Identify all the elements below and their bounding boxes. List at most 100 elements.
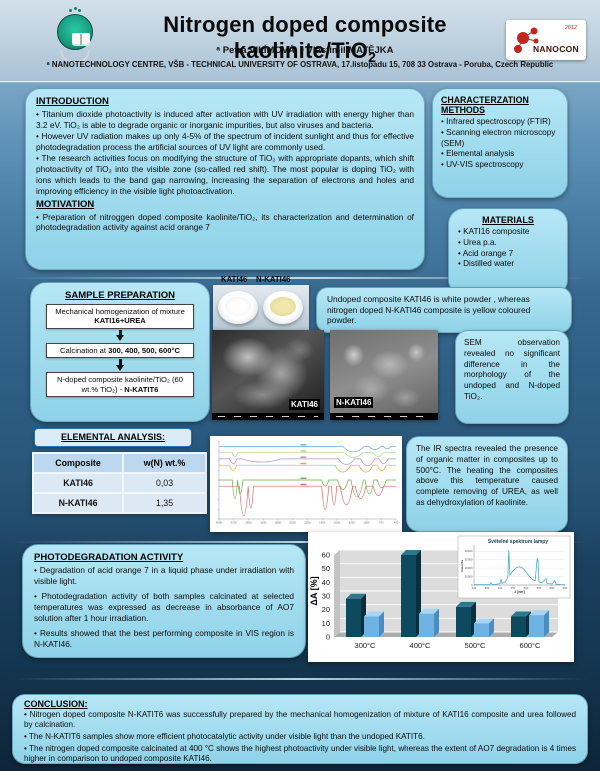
sem-image-n-kati46: N-KATI46 bbox=[330, 330, 438, 420]
prep-step: Mechanical homogenization of mixture KAT… bbox=[46, 304, 194, 329]
sem-image-kati46: KATI46 bbox=[212, 330, 324, 420]
photodegradation-box: PHOTODEGRADATION ACTIVITY • Degradation … bbox=[22, 544, 306, 658]
bullet-item: • However UV radiation makes up only 4-5… bbox=[36, 130, 414, 152]
characterization-box: CHARACTERZATION METHODS • Infrared spect… bbox=[432, 88, 568, 198]
svg-text:1600: 1600 bbox=[334, 521, 341, 525]
svg-text:0: 0 bbox=[471, 583, 473, 587]
svg-text:40000: 40000 bbox=[465, 549, 473, 553]
bullet-item: • Urea p.a. bbox=[458, 237, 497, 247]
bullet-item: • Distilled water bbox=[458, 259, 515, 269]
svg-text:Světelné spektrum lampy: Světelné spektrum lampy bbox=[488, 539, 549, 545]
bullet-item: • Preparation of nitroggen doped composi… bbox=[36, 211, 414, 233]
bullet-item: • Infrared spectroscopy (FTIR) bbox=[441, 117, 551, 126]
table-cell: KATI46 bbox=[31, 472, 125, 494]
svg-text:650: 650 bbox=[563, 586, 568, 590]
sample-preparation-box: SAMPLE PREPARATION Mechanical homogeniza… bbox=[30, 282, 210, 422]
svg-text:10000: 10000 bbox=[465, 575, 473, 579]
svg-text:400: 400 bbox=[394, 521, 399, 525]
table-cell: 0,03 bbox=[122, 472, 207, 494]
svg-text:600: 600 bbox=[550, 586, 555, 590]
bullet-item: • The research activities focus on modif… bbox=[36, 152, 414, 196]
sem-note-box: SEM observation revealed no significant … bbox=[455, 330, 569, 424]
nanocon-brand: NANOCON bbox=[532, 44, 579, 54]
svg-text:3700: 3700 bbox=[231, 521, 238, 525]
svg-text:550: 550 bbox=[537, 586, 542, 590]
section-divider bbox=[12, 277, 588, 279]
characterization-items: • Infrared spectroscopy (FTIR) • Scanning… bbox=[441, 117, 559, 171]
powder-note-text: Undoped composite KATI46 is white powder… bbox=[327, 293, 531, 326]
sem-scalebar bbox=[212, 413, 324, 420]
svg-text:λ [nm]: λ [nm] bbox=[514, 590, 524, 594]
svg-text:1000: 1000 bbox=[363, 521, 370, 525]
prep-step: N-doped composite kaolinite/TiO₂ (60 wt.… bbox=[46, 372, 194, 398]
ftir-spectra-chart: 4000 3700 3400 3100 2800 2500 2200 1900 1600 1300… bbox=[210, 436, 402, 532]
sem-note-text: SEM observation revealed no significant … bbox=[464, 338, 560, 402]
introduction-bullets: • Titanium dioxide photoactivity is indu… bbox=[36, 109, 414, 197]
svg-text:700: 700 bbox=[379, 521, 384, 525]
bullet-item: • Elemental analysis bbox=[441, 149, 515, 159]
conclusion-heading: CONCLUSION: bbox=[24, 699, 88, 709]
bullet-item: • Scanning electron microscopy (SEM) bbox=[441, 127, 556, 148]
bowl-right bbox=[263, 291, 303, 324]
svg-text:ΔA [%]: ΔA [%] bbox=[309, 576, 319, 605]
powder-label-n-kati46: N-KATI46 bbox=[256, 275, 291, 284]
svg-text:20: 20 bbox=[322, 605, 330, 614]
conclusion-bullets: • Nitrogen doped composite N-KATIT6 was … bbox=[24, 710, 576, 764]
svg-text:2200: 2200 bbox=[304, 521, 311, 525]
white-powder bbox=[225, 297, 251, 316]
table-cell: 1,35 bbox=[122, 492, 207, 514]
bullet-item: • Acid orange 7 bbox=[458, 248, 514, 258]
powder-note-box: Undoped composite KATI46 is white powder… bbox=[316, 287, 572, 333]
svg-text:500°C: 500°C bbox=[465, 641, 487, 650]
photodegradation-heading: PHOTODEGRADATION ACTIVITY bbox=[34, 552, 184, 563]
bullet-item: • The nitrogen doped composite calcinate… bbox=[24, 744, 576, 764]
conclusion-box: CONCLUSION: • Nitrogen doped composite N… bbox=[12, 694, 588, 764]
svg-text:350: 350 bbox=[485, 586, 490, 590]
svg-text:300: 300 bbox=[472, 586, 477, 590]
authors-line: ᵃ Petra VILÍMOVÁ, ᵃ Vlastimil MATĚJKA bbox=[216, 45, 394, 56]
nanocon-logo: 2012 NANOCON bbox=[506, 20, 586, 60]
nanocon-year: 2012 bbox=[564, 25, 577, 31]
svg-text:50: 50 bbox=[322, 564, 330, 573]
svg-text:450: 450 bbox=[511, 586, 516, 590]
title-subscript: 2 bbox=[368, 49, 377, 65]
svg-text:500: 500 bbox=[524, 586, 529, 590]
introduction-box: INTRODUCTION • Titanium dioxide photoact… bbox=[25, 88, 425, 270]
bullet-item: • The N-KATIT6 samples show more efficie… bbox=[24, 732, 425, 742]
table-cell: N-KATI46 bbox=[31, 492, 125, 514]
sample-preparation-heading: SAMPLE PREPARATION bbox=[65, 290, 175, 301]
ir-note-text: The IR spectra revealed the presence of … bbox=[416, 444, 558, 508]
svg-text:30: 30 bbox=[322, 592, 330, 601]
materials-heading: MATERIALS bbox=[482, 215, 534, 225]
motivation-heading: MOTIVATION bbox=[36, 198, 95, 210]
bullet-item: • Nitrogen doped composite N-KATIT6 was … bbox=[24, 710, 576, 730]
elemental-table: Composite w(N) wt.% KATI46 0,03 N-KATI46 1,35 bbox=[31, 452, 207, 514]
svg-text:300°C: 300°C bbox=[355, 641, 377, 650]
bullet-item: • Photodegradation activity of both samp… bbox=[34, 590, 294, 623]
powder-samples-photo bbox=[213, 285, 309, 330]
ir-note-box: The IR spectra revealed the presence of … bbox=[406, 436, 568, 532]
molecule-icon bbox=[514, 27, 539, 53]
down-arrow-icon bbox=[114, 359, 126, 371]
sem-badge-kati46: KATI46 bbox=[289, 399, 320, 410]
svg-text:1900: 1900 bbox=[319, 521, 326, 525]
lamp-spectrum-inset: Světelné spektrum lampy 0 10000 20000 30000 4… bbox=[457, 535, 571, 599]
svg-text:2800: 2800 bbox=[275, 521, 282, 525]
svg-text:3100: 3100 bbox=[260, 521, 267, 525]
svg-text:2500: 2500 bbox=[290, 521, 297, 525]
bullet-item: • UV-VIS spectroscopy bbox=[441, 160, 524, 170]
materials-items: • KATI16 composite • Urea p.a. • Acid oran… bbox=[458, 227, 558, 270]
motivation-bullets: • Preparation of nitroggen doped composi… bbox=[36, 212, 414, 234]
bullet-item: • Degradation of acid orange 7 in a liqu… bbox=[34, 565, 294, 586]
table-header-cell: w(N) wt.% bbox=[122, 452, 207, 474]
svg-text:60: 60 bbox=[322, 551, 330, 560]
poster-header: Nitrogen doped composite kaolinite/TiO2 … bbox=[0, 0, 600, 82]
title-text: Nitrogen doped composite kaolinite/TiO bbox=[163, 12, 447, 63]
yellow-powder bbox=[270, 297, 296, 316]
svg-text:30000: 30000 bbox=[465, 558, 473, 562]
svg-text:20000: 20000 bbox=[465, 566, 473, 570]
svg-text:Intenzita: Intenzita bbox=[460, 560, 464, 572]
section-divider bbox=[12, 541, 588, 543]
bullet-item: • Titanium dioxide photoactivity is indu… bbox=[36, 109, 414, 130]
